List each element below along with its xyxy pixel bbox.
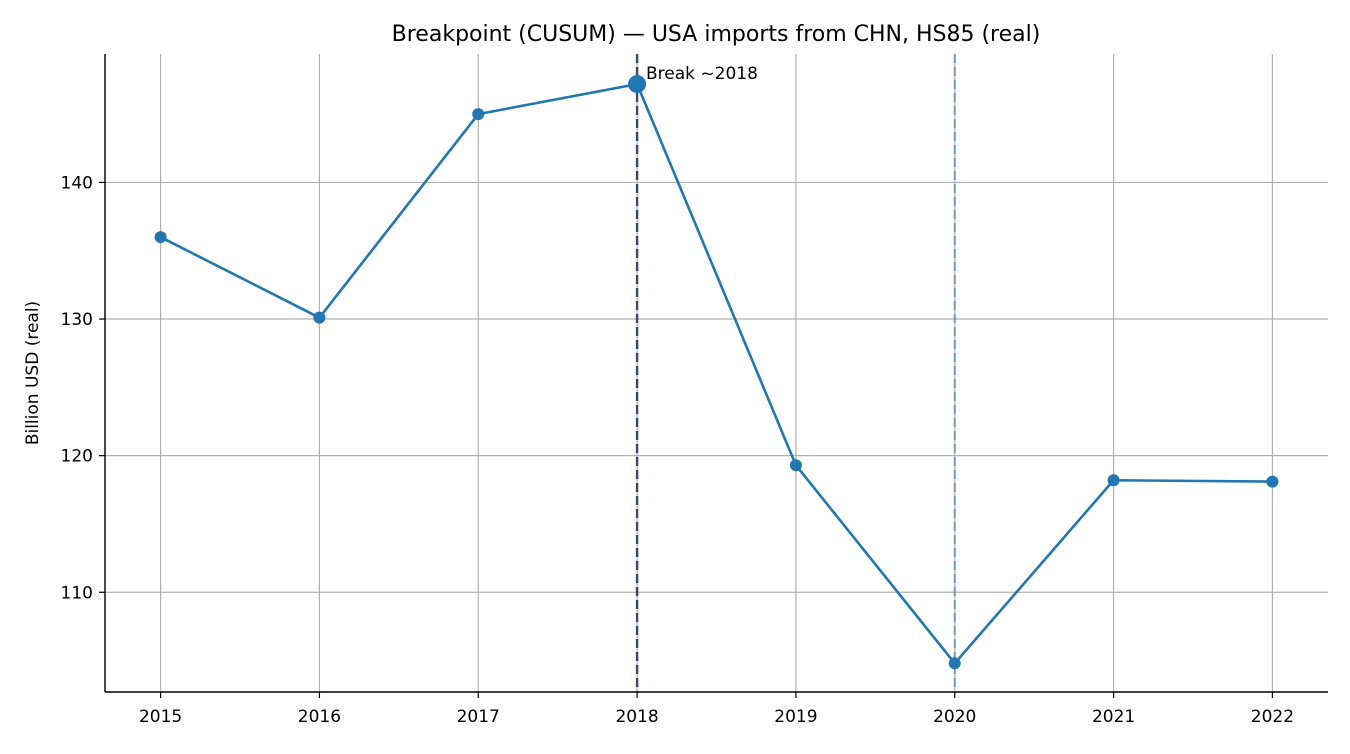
y-tick-label: 140	[61, 173, 93, 193]
x-tick-label: 2021	[1092, 707, 1135, 727]
data-point	[1107, 474, 1120, 487]
axes	[104, 54, 1328, 693]
x-tick-label: 2020	[933, 707, 976, 727]
x-tick-label: 2016	[298, 707, 341, 727]
data-point	[154, 231, 167, 244]
grid	[105, 54, 1328, 692]
x-tick-label: 2022	[1251, 707, 1294, 727]
chart-title: Breakpoint (CUSUM) — USA imports from CH…	[392, 22, 1041, 47]
data-point	[948, 657, 961, 670]
x-tick-label: 2015	[139, 707, 182, 727]
series-line	[160, 82, 1273, 665]
data-point	[472, 108, 485, 121]
y-tick-label: 110	[61, 583, 93, 603]
x-tick-label: 2019	[774, 707, 817, 727]
data-point	[789, 459, 802, 472]
y-tick-label: 130	[61, 310, 93, 330]
y-tick-label: 120	[61, 447, 93, 467]
break-point-marker	[628, 75, 647, 94]
x-tick-label: 2017	[457, 707, 500, 727]
x-tick-label: 2018	[615, 707, 658, 727]
data-point	[313, 311, 326, 324]
break-annotation: Break ~2018	[646, 64, 758, 84]
ticks: 2015 2016 2017 2018 2019 2020 2021 2022 110 120 13…	[61, 173, 1294, 727]
series	[154, 75, 1279, 670]
y-axis-label: Billion USD (real)	[23, 301, 43, 445]
data-point	[1266, 475, 1279, 488]
vertical-markers	[635, 54, 956, 692]
